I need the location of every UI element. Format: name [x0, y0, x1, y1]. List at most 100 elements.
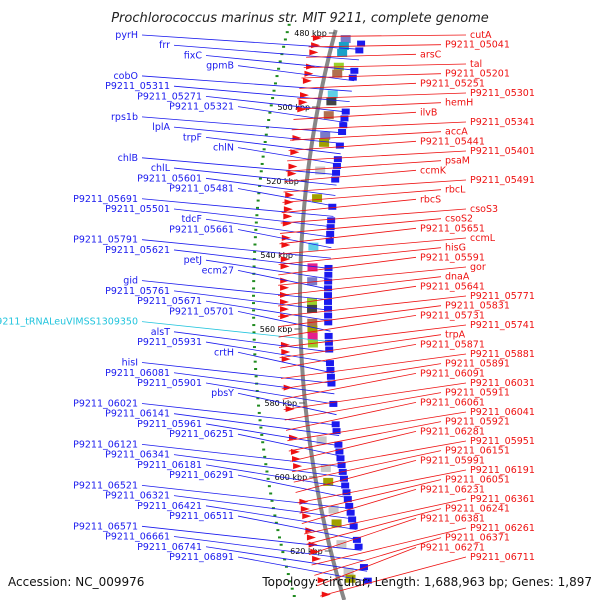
- reverse-cds: [348, 516, 357, 523]
- reverse-cds: [350, 67, 359, 74]
- gc-skew-dot: [283, 38, 287, 41]
- gene-leader-line: [237, 556, 371, 583]
- reverse-cds: [341, 482, 350, 489]
- gene-label: P9211_06281: [420, 426, 485, 437]
- gene-label: tdcF: [182, 214, 202, 225]
- cog-category-block: [331, 519, 342, 528]
- gene-label: tal: [470, 59, 482, 70]
- reverse-cds: [332, 428, 341, 435]
- gene-leader-line: [287, 150, 467, 162]
- cog-category-block: [336, 540, 347, 549]
- gene-leader-line: [290, 430, 417, 462]
- forward-cds: [299, 92, 309, 99]
- gc-skew-dot: [258, 184, 262, 187]
- gene-label: csoS2: [445, 214, 473, 225]
- cog-category-block: [307, 325, 318, 334]
- reverse-cds: [334, 441, 343, 448]
- forward-cds: [288, 163, 298, 170]
- gene-label: accA: [445, 127, 468, 138]
- gene-leader-line: [308, 517, 417, 556]
- gc-skew-dot: [276, 529, 280, 532]
- gc-skew-dot: [259, 426, 263, 429]
- gene-leader-line: [173, 536, 365, 562]
- gc-skew-dot: [252, 309, 256, 312]
- gene-leader-line: [237, 433, 343, 457]
- gene-label: P9211_06181: [137, 460, 202, 471]
- reverse-cds: [342, 489, 351, 496]
- gene-label: csoS3: [470, 204, 498, 215]
- forward-cds: [280, 284, 290, 291]
- gene-leader-line: [205, 546, 368, 572]
- gene-leader-line: [293, 111, 417, 120]
- reverse-cds: [325, 346, 334, 353]
- gc-skew-dot: [273, 82, 277, 85]
- gene-label: P9211_05761: [105, 286, 170, 297]
- gc-skew-dot: [252, 346, 256, 349]
- reverse-cds: [340, 115, 349, 122]
- tick-label: 480 kbp: [294, 29, 327, 38]
- gene-label: P9211_05621: [105, 245, 170, 256]
- gene-label: pyrH: [115, 30, 138, 41]
- gene-label: P9211_05501: [105, 204, 170, 215]
- cog-category-block: [307, 277, 318, 286]
- gene-label: P9211_06091: [420, 368, 485, 379]
- gene-leader-line: [141, 198, 334, 217]
- gene-leader-line: [237, 229, 332, 249]
- gene-label: fixC: [184, 50, 203, 61]
- reverse-cds: [324, 332, 333, 339]
- gene-leader-line: [173, 454, 346, 478]
- reverse-cds: [343, 496, 352, 503]
- gene-label: P9211_05691: [73, 194, 138, 205]
- gene-leader-line: [205, 423, 341, 447]
- reverse-cds: [338, 128, 347, 135]
- gene-leader-line: [173, 495, 355, 520]
- gene-leader-line: [295, 459, 417, 493]
- gc-skew-dot: [264, 133, 268, 136]
- reverse-cds: [339, 122, 348, 129]
- gene-leader-line: [284, 169, 417, 183]
- gene-leader-line: [237, 351, 333, 374]
- forward-cds: [280, 299, 290, 306]
- cog-category-block: [319, 138, 330, 147]
- gene-leader-line: [301, 73, 442, 79]
- reverse-cds: [354, 543, 363, 550]
- gene-label: rbcS: [420, 194, 441, 205]
- gene-leader-line: [237, 310, 331, 332]
- cog-category-block: [320, 464, 331, 473]
- forward-cds: [317, 577, 327, 584]
- reverse-cds: [332, 162, 341, 169]
- gc-skew-dot: [262, 148, 266, 151]
- gene-leader-line: [205, 55, 357, 71]
- gc-skew-dot: [252, 338, 256, 341]
- gc-skew-dot: [265, 126, 269, 129]
- gene-label: P9211_05201: [445, 69, 510, 80]
- gene-label: P9211_05771: [470, 291, 535, 302]
- gc-skew-dot: [285, 31, 289, 34]
- reverse-cds: [324, 298, 333, 305]
- reverse-cds: [326, 373, 335, 380]
- forward-cds: [306, 63, 316, 70]
- forward-cds: [293, 463, 303, 470]
- gc-skew-dot: [261, 155, 265, 158]
- gc-skew-dot: [260, 162, 264, 165]
- gene-label: ccmK: [420, 165, 447, 176]
- gene-label: P9211_06241: [445, 504, 510, 515]
- gene-leader-line: [290, 131, 442, 141]
- gene-leader-line: [173, 290, 331, 311]
- cog-category-block: [316, 436, 327, 445]
- gc-skew-dot: [255, 389, 259, 392]
- forward-cds: [292, 134, 302, 141]
- gc-skew-dot: [252, 265, 256, 268]
- gc-skew-dot: [252, 287, 256, 290]
- gene-leader-line: [287, 411, 467, 442]
- gene-leader-line: [280, 343, 417, 369]
- gene-leader-line: [141, 525, 362, 551]
- gc-skew-dot: [254, 368, 258, 370]
- gene-label: P9211_06271: [420, 542, 485, 553]
- gc-skew-dot: [255, 206, 259, 209]
- cog-category-block: [320, 131, 331, 140]
- reverse-cds: [324, 312, 333, 319]
- gene-leader-line: [173, 126, 343, 144]
- gene-label: P9211_05441: [420, 136, 485, 147]
- reverse-cds: [336, 455, 345, 462]
